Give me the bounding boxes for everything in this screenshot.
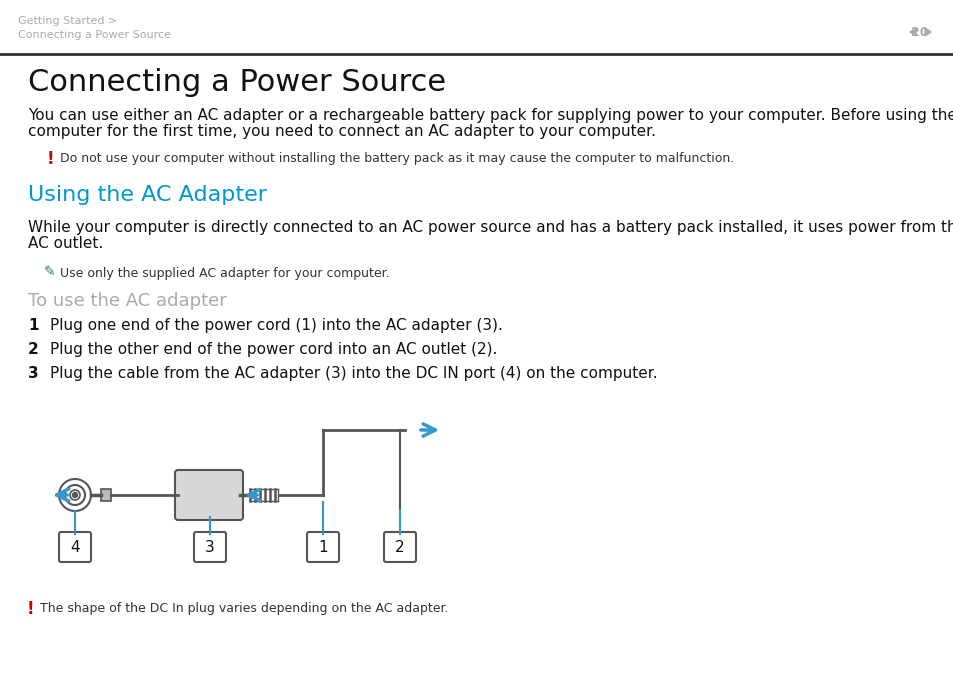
Text: Use only the supplied AC adapter for your computer.: Use only the supplied AC adapter for you… [60, 267, 389, 280]
Text: The shape of the DC In plug varies depending on the AC adapter.: The shape of the DC In plug varies depen… [40, 602, 448, 615]
Text: 20: 20 [910, 26, 928, 38]
Text: Do not use your computer without installing the battery pack as it may cause the: Do not use your computer without install… [60, 152, 734, 165]
FancyBboxPatch shape [307, 532, 338, 562]
Text: While your computer is directly connected to an AC power source and has a batter: While your computer is directly connecte… [28, 220, 953, 235]
Text: You can use either an AC adapter or a rechargeable battery pack for supplying po: You can use either an AC adapter or a re… [28, 108, 953, 123]
Polygon shape [909, 28, 915, 36]
Text: computer for the first time, you need to connect an AC adapter to your computer.: computer for the first time, you need to… [28, 124, 656, 139]
Text: Plug the other end of the power cord into an AC outlet (2).: Plug the other end of the power cord int… [50, 342, 497, 357]
Circle shape [72, 493, 77, 497]
Text: Connecting a Power Source: Connecting a Power Source [28, 68, 446, 97]
FancyBboxPatch shape [59, 532, 91, 562]
Text: !: ! [26, 600, 33, 618]
Text: Plug one end of the power cord (1) into the AC adapter (3).: Plug one end of the power cord (1) into … [50, 318, 502, 333]
Text: 1: 1 [28, 318, 38, 333]
FancyBboxPatch shape [193, 532, 226, 562]
Polygon shape [924, 28, 930, 36]
Text: 3: 3 [205, 539, 214, 555]
Text: Plug the cable from the AC adapter (3) into the DC IN port (4) on the computer.: Plug the cable from the AC adapter (3) i… [50, 366, 657, 381]
Text: !: ! [46, 150, 53, 168]
Text: 2: 2 [28, 342, 39, 357]
Text: AC outlet.: AC outlet. [28, 236, 103, 251]
Bar [101, 489, 111, 501]
Text: ✎: ✎ [44, 265, 56, 279]
Text: To use the AC adapter: To use the AC adapter [28, 292, 227, 310]
Text: Getting Started >: Getting Started > [18, 16, 117, 26]
FancyBboxPatch shape [384, 532, 416, 562]
Text: 1: 1 [318, 539, 328, 555]
Text: 4: 4 [71, 539, 80, 555]
Text: Using the AC Adapter: Using the AC Adapter [28, 185, 267, 205]
Text: 2: 2 [395, 539, 404, 555]
Text: Connecting a Power Source: Connecting a Power Source [18, 30, 171, 40]
Text: 3: 3 [28, 366, 38, 381]
FancyBboxPatch shape [174, 470, 243, 520]
